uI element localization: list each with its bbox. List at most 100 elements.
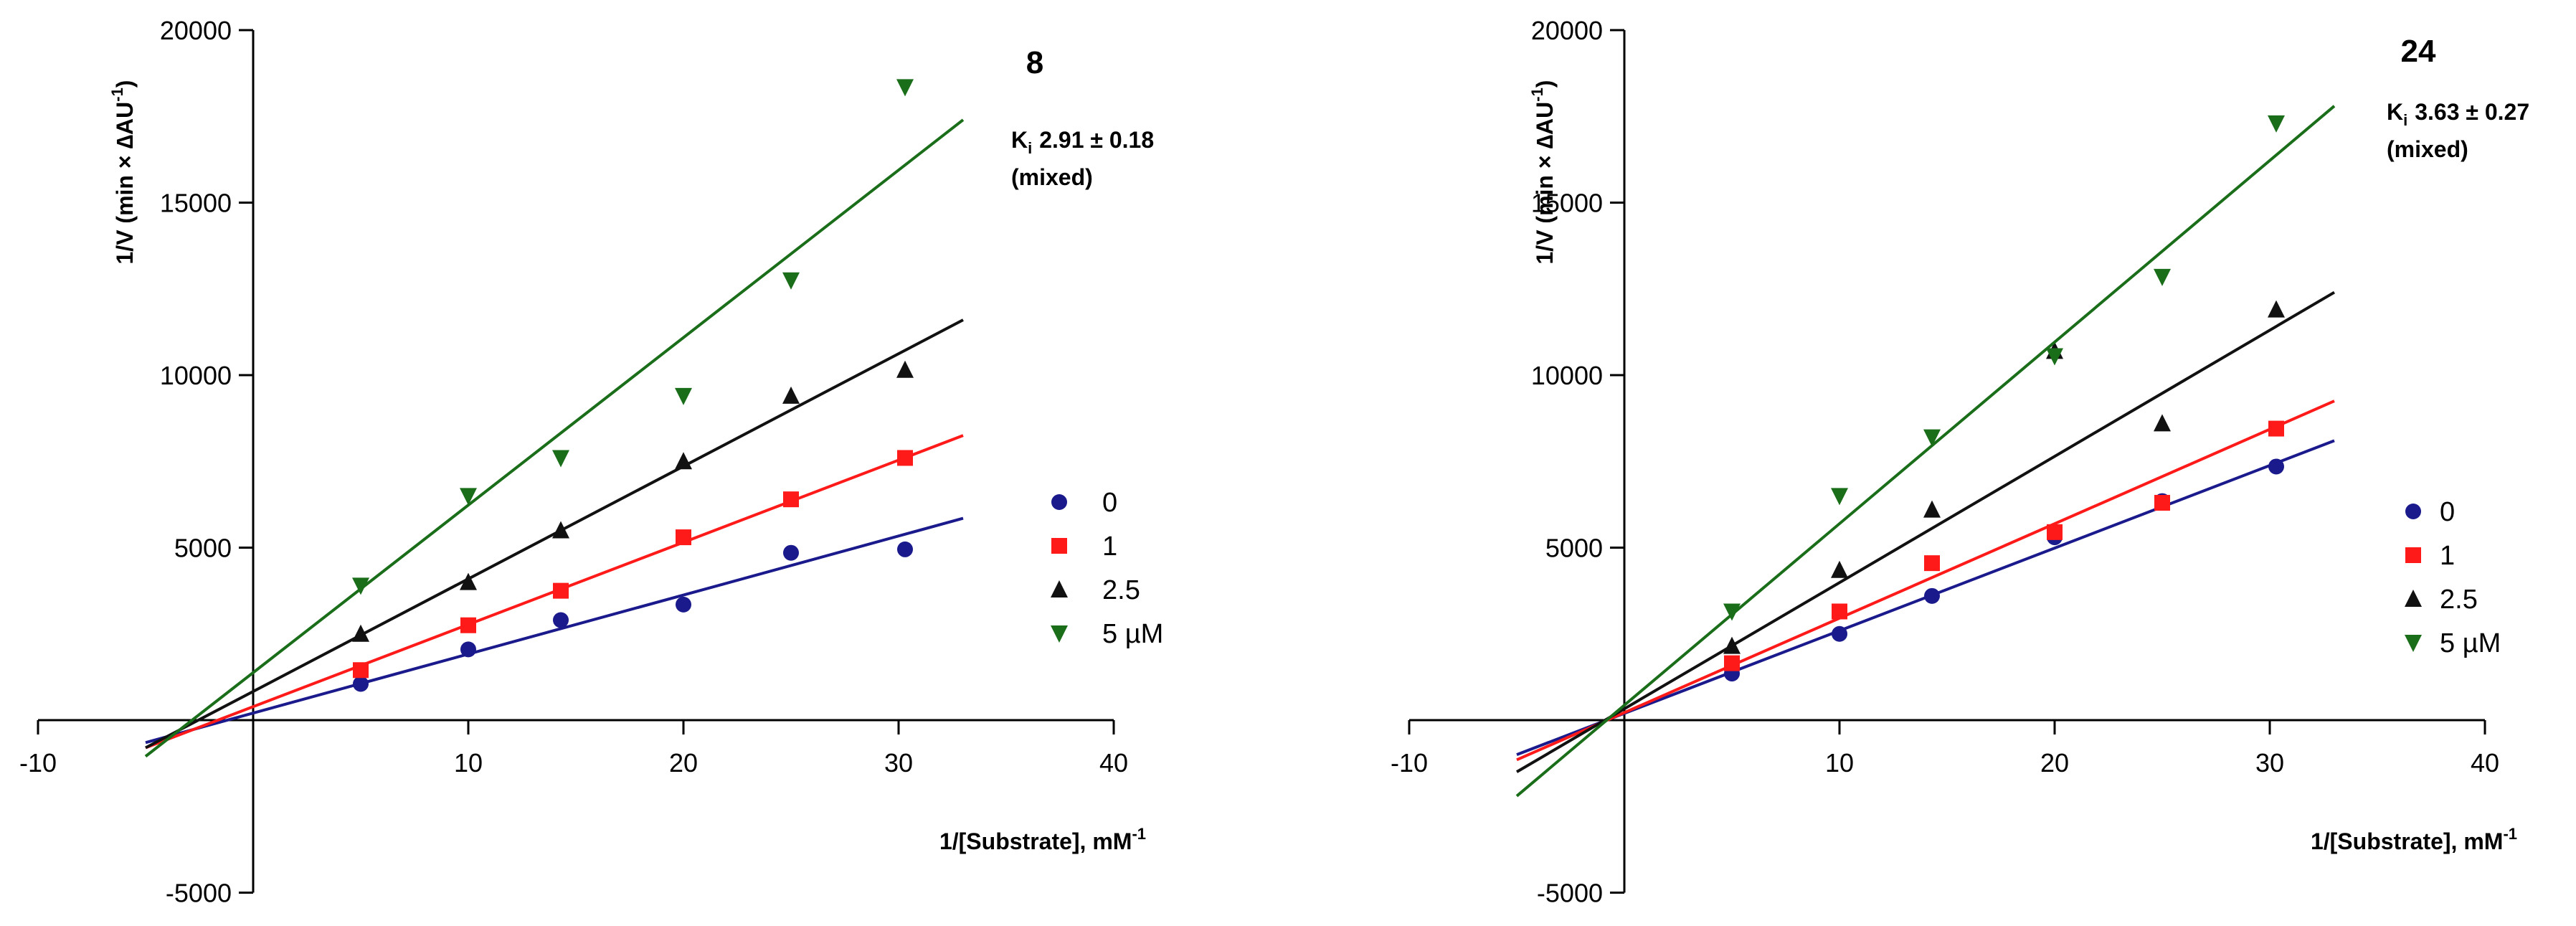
data-point bbox=[2154, 268, 2171, 286]
data-point bbox=[352, 577, 369, 595]
legend-marker bbox=[1051, 625, 1068, 643]
data-point bbox=[675, 387, 692, 405]
series-1 bbox=[145, 434, 964, 750]
ki-annotation: Ki 2.91 ± 0.18 bbox=[1011, 127, 1154, 157]
data-point bbox=[783, 491, 799, 508]
legend-marker bbox=[2405, 590, 2422, 607]
series-5-µM bbox=[144, 79, 965, 758]
data-point bbox=[2268, 420, 2284, 437]
data-point bbox=[1723, 636, 1741, 654]
x-tick-label: -10 bbox=[19, 748, 57, 778]
data-point bbox=[552, 521, 569, 539]
y-axis-label-main: 1/V (min × ∆AU bbox=[1532, 102, 1558, 265]
data-point bbox=[460, 617, 476, 633]
x-tick-label: 30 bbox=[2255, 748, 2284, 778]
data-point bbox=[1724, 655, 1740, 671]
ki-mode: (mixed) bbox=[1011, 164, 1093, 190]
legend-entry: 5 µM bbox=[1051, 619, 1163, 649]
y-tick-label: 5000 bbox=[1545, 534, 1603, 563]
ki-value: 3.63 ± 0.27 bbox=[2415, 99, 2529, 125]
y-axis-label-close: ) bbox=[1532, 80, 1558, 88]
y-axis-label-close: ) bbox=[112, 80, 138, 88]
data-point bbox=[675, 452, 692, 470]
y-axis-label-main: 1/V (min × ∆AU bbox=[112, 102, 138, 265]
ki-symbol: K bbox=[2387, 99, 2403, 125]
data-point bbox=[2154, 494, 2170, 511]
legend-marker bbox=[2405, 635, 2422, 652]
legend-label: 0 bbox=[2440, 497, 2455, 527]
legend-label: 1 bbox=[2440, 541, 2455, 571]
x-axis-label-main: 1/[Substrate], mM bbox=[2311, 828, 2503, 854]
compound-label: 8 bbox=[1026, 45, 1043, 80]
y-tick-label: -5000 bbox=[1537, 879, 1603, 908]
x-tick-label: 20 bbox=[669, 748, 698, 778]
y-axis-label: 1/V (min × ∆AU-1) bbox=[1528, 80, 1558, 265]
x-tick-label: 20 bbox=[2040, 748, 2069, 778]
legend-label: 5 µM bbox=[1102, 619, 1163, 649]
legend-label: 2.5 bbox=[2440, 585, 2478, 615]
data-point bbox=[552, 450, 569, 468]
y-axis-label-sup: -1 bbox=[108, 88, 126, 102]
data-point bbox=[897, 541, 913, 557]
ki-value: 2.91 ± 0.18 bbox=[1039, 127, 1154, 153]
y-tick-label: 10000 bbox=[160, 361, 232, 390]
data-point bbox=[1831, 488, 1848, 506]
legend-label: 2.5 bbox=[1102, 575, 1140, 605]
data-point bbox=[353, 662, 369, 679]
data-point bbox=[460, 488, 477, 506]
fit-line bbox=[145, 516, 964, 745]
data-point bbox=[553, 612, 569, 628]
fit-line bbox=[1515, 290, 2336, 773]
x-axis-label: 1/[Substrate], mM-1 bbox=[939, 825, 1146, 854]
series-1 bbox=[1516, 400, 2335, 762]
y-tick-label: 15000 bbox=[1531, 189, 1603, 218]
data-point bbox=[896, 360, 914, 378]
fit-line bbox=[145, 318, 964, 750]
data-point bbox=[1923, 429, 1941, 447]
x-tick-label: 40 bbox=[1099, 748, 1128, 778]
y-tick-label: 20000 bbox=[1531, 16, 1603, 45]
data-point bbox=[782, 272, 800, 290]
data-point bbox=[1923, 500, 1941, 518]
ki-annotation: Ki 3.63 ± 0.27 bbox=[2387, 99, 2529, 129]
legend-label: 1 bbox=[1102, 531, 1117, 562]
fit-line bbox=[144, 118, 965, 758]
x-tick-label: -10 bbox=[1391, 748, 1428, 778]
data-point bbox=[460, 572, 477, 590]
x-axis-label-sup: -1 bbox=[2503, 825, 2517, 843]
data-point bbox=[2268, 115, 2285, 133]
data-point bbox=[2046, 348, 2063, 366]
data-point bbox=[553, 582, 569, 599]
data-point bbox=[2154, 414, 2171, 432]
data-point bbox=[1832, 625, 1847, 642]
legend-marker bbox=[1051, 494, 1067, 510]
y-axis-label: 1/V (min × ∆AU-1) bbox=[108, 80, 138, 265]
series-2.5 bbox=[1515, 290, 2336, 773]
data-point bbox=[352, 624, 369, 642]
legend-marker bbox=[1051, 538, 1067, 554]
data-point bbox=[460, 641, 476, 658]
y-tick-label: 15000 bbox=[160, 189, 232, 218]
x-tick-label: 10 bbox=[1825, 748, 1854, 778]
chart-panel-8: -10 10 20 30 40-500050001000015000200001/[Su… bbox=[19, 16, 1163, 908]
y-tick-label: -5000 bbox=[166, 879, 232, 908]
x-axis-label-main: 1/[Substrate], mM bbox=[939, 828, 1132, 854]
series-2.5 bbox=[145, 318, 964, 750]
legend-marker bbox=[2405, 504, 2421, 519]
series-0 bbox=[145, 516, 964, 745]
chart-panel-24: -10 10 20 30 40-500050001000015000200001/[Su… bbox=[1391, 16, 2529, 908]
ki-symbol: K bbox=[1011, 127, 1028, 153]
data-point bbox=[1924, 555, 1940, 572]
data-point bbox=[1831, 560, 1848, 578]
legend-entry: 1 bbox=[1051, 531, 1117, 562]
data-point bbox=[1832, 603, 1847, 620]
compound-label: 24 bbox=[2401, 34, 2436, 69]
data-point bbox=[896, 79, 914, 97]
ki-subscript: i bbox=[2403, 111, 2407, 129]
series-5-µM bbox=[1515, 105, 2336, 798]
ki-mode: (mixed) bbox=[2387, 136, 2468, 162]
data-point bbox=[676, 596, 691, 613]
ki-subscript: i bbox=[1028, 139, 1032, 157]
y-tick-label: 10000 bbox=[1531, 361, 1603, 390]
